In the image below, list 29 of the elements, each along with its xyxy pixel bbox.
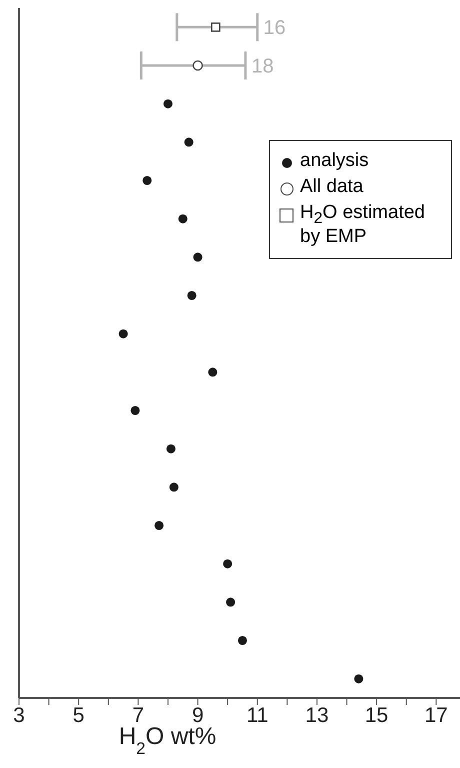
x-tick-label: 11 — [246, 704, 268, 727]
point — [208, 368, 218, 377]
x-tick-label: 17 — [424, 704, 448, 727]
point — [142, 176, 152, 186]
point — [211, 22, 220, 32]
point — [226, 598, 236, 607]
legend-label: H$_{2}$O estimated by EMP — [300, 202, 426, 248]
point — [354, 674, 364, 684]
point — [193, 252, 202, 262]
x-tick-label: 3 — [13, 704, 25, 727]
point — [238, 636, 247, 646]
legend-label: All data — [300, 176, 364, 198]
point — [169, 482, 178, 492]
point — [118, 329, 128, 338]
point — [187, 290, 196, 300]
point — [166, 444, 176, 454]
point — [163, 99, 172, 108]
x-tick-label: 13 — [305, 704, 329, 727]
point — [178, 214, 188, 224]
point — [130, 406, 140, 416]
point — [192, 60, 203, 71]
point — [184, 138, 194, 147]
x-tick-label: 5 — [72, 704, 84, 727]
annotation: 16 — [263, 17, 286, 40]
annotation: 18 — [251, 56, 274, 78]
x-tick-label: 15 — [364, 704, 388, 727]
point — [223, 559, 232, 568]
point — [154, 520, 164, 530]
legend-label: analysis — [300, 150, 369, 172]
